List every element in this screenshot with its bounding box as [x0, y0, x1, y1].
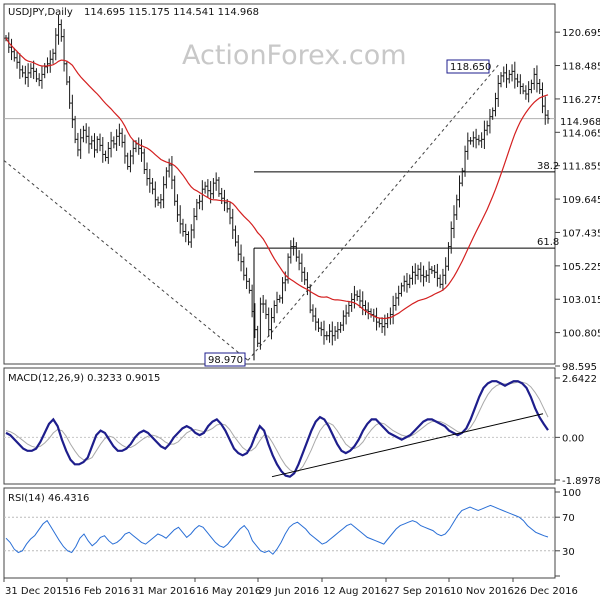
price-y-tick-label: 120.695 [562, 28, 600, 39]
macd-y-axis: 2.6422 0.00 -1.8978 [4, 374, 600, 487]
macd-params: 12,26,9 [42, 373, 80, 384]
high-value: 115.175 [129, 7, 170, 18]
x-tick-label: 31 Dec 2015 [5, 586, 69, 597]
x-tick-label: 16 Feb 2016 [68, 586, 130, 597]
rsi-y-tick-label: 70 [562, 513, 575, 524]
last-price-box [556, 114, 600, 128]
macd-panel-frame [3, 367, 556, 485]
macd-name: MACD [8, 373, 38, 384]
price-panel-frame [3, 3, 556, 365]
moving-average-line [5, 37, 549, 320]
macd-y-tick-label: -1.8978 [562, 476, 600, 487]
swing-low-text: 98.970 [208, 355, 243, 366]
rsi-y-axis: 100 70 30 [4, 488, 581, 577]
rsi-panel-frame [3, 487, 556, 579]
macd-y-tick-label: 2.6422 [562, 374, 597, 385]
macd-trend-line [271, 413, 544, 478]
swing-low-box [204, 352, 246, 367]
price-y-tick-label: 116.275 [562, 95, 600, 106]
price-y-tick-label: 105.225 [562, 262, 600, 273]
ohlc-values: 114.695 115.175 114.541 114.968 [84, 7, 259, 18]
price-y-tick-label: 109.645 [562, 195, 600, 206]
last-price-text: 114.968 [560, 117, 600, 128]
x-axis: 31 Dec 2015 16 Feb 2016 31 Mar 2016 16 May … [3, 578, 578, 597]
rsi-y-tick-label: 100 [562, 488, 581, 499]
symbol: USDJPY [8, 7, 45, 18]
macd-line [5, 380, 549, 478]
timeframe: Daily [47, 7, 72, 18]
price-y-axis: 120.695 118.485 116.275 114.065 111.855 109.6… [555, 28, 600, 373]
macd-y-tick-label: 0.00 [562, 433, 584, 444]
rsi-name: RSI [8, 493, 24, 504]
x-tick-label: 31 Mar 2016 [132, 586, 195, 597]
watermark: ActionForex.com [182, 40, 407, 71]
macd-signal-value: 0.9015 [125, 373, 160, 384]
rsi-line [5, 504, 549, 555]
price-y-tick-label: 100.805 [562, 329, 600, 340]
swing-high-label: 118.650 [446, 59, 491, 74]
price-y-tick-label: 98.595 [562, 362, 597, 373]
price-title: USDJPY,Daily [8, 7, 73, 18]
swing-high-text: 118.650 [450, 62, 491, 73]
price-y-tick-label: 103.015 [562, 295, 600, 306]
macd-panel: MACD(12,26,9) 0.3233 0.9015 2.6422 0.00 -1… [3, 367, 600, 487]
swing-high-box [446, 59, 490, 74]
rsi-title: RSI(14) 46.4316 [8, 493, 89, 504]
x-tick-label: 16 May 2016 [196, 586, 261, 597]
price-y-tick-label: 114.065 [562, 128, 600, 139]
open-value: 114.695 [84, 7, 125, 18]
price-panel: USDJPY,Daily 114.695 115.175 114.541 114… [3, 3, 600, 373]
macd-value: 0.3233 [87, 373, 122, 384]
rsi-params: 14 [28, 493, 41, 504]
swing-low-label: 98.970 [204, 352, 246, 367]
x-tick-label: 27 Sep 2016 [387, 586, 450, 597]
x-tick-label: 29 Jun 2016 [259, 586, 319, 597]
last-price-label: 114.968 [556, 114, 600, 128]
rsi-panel: RSI(14) 46.4316 100 70 30 [3, 487, 581, 579]
dashed-trend-line [3, 160, 249, 361]
rsi-value: 46.4316 [48, 493, 89, 504]
fib-level-label: 38.2 [537, 161, 559, 172]
rsi-lines [5, 504, 549, 555]
macd-lines [5, 380, 549, 478]
low-value: 114.541 [173, 7, 214, 18]
macd-signal-line [5, 381, 549, 473]
dashed-trend-line [247, 62, 501, 361]
guide-lines [3, 62, 555, 361]
close-value: 114.968 [218, 7, 259, 18]
price-y-tick-label: 111.855 [562, 162, 600, 173]
price-y-tick-label: 118.485 [562, 62, 600, 73]
rsi-y-tick-label: 30 [562, 547, 575, 558]
x-tick-label: 12 Aug 2016 [323, 586, 387, 597]
fib-level-label: 61.8 [537, 237, 559, 248]
price-bars [4, 14, 550, 350]
x-tick-label: 26 Dec 2016 [514, 586, 578, 597]
macd-title: MACD(12,26,9) 0.3233 0.9015 [8, 373, 160, 384]
fib-levels: 38.2 61.8 [253, 161, 559, 361]
x-tick-label: 10 Nov 2016 [450, 586, 514, 597]
price-y-tick-label: 107.435 [562, 228, 600, 239]
